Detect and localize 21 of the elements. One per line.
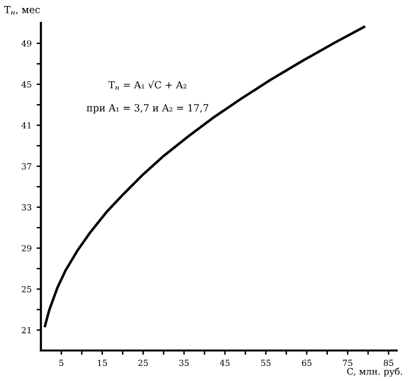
x-tick-label: 65 <box>302 360 312 366</box>
y-tick-label: 45 <box>22 81 32 88</box>
y-tick-label: 21 <box>22 327 31 334</box>
x-tick-label: 35 <box>179 360 189 366</box>
x-tick-label: 85 <box>384 360 394 366</box>
x-axis-title: C, млн. руб. <box>347 368 402 377</box>
y-tick-label: 33 <box>22 204 32 210</box>
x-tick-label: 75 <box>343 360 352 366</box>
x-tick-label: 15 <box>98 360 107 366</box>
x-tick-label: 25 <box>138 360 148 366</box>
x-tick-label: 45 <box>220 360 230 366</box>
annotation: T$_{н}$ = A₁ √C + A₂ <box>108 80 186 90</box>
y-tick-label: 49 <box>22 40 32 47</box>
annotation: при A₁ = 3,7 и A₂ = 17,7 <box>86 104 208 114</box>
y-tick-label: 29 <box>22 245 32 252</box>
y-tick-label: 25 <box>22 286 32 292</box>
y-axis-title: T$_{н}$, мес <box>4 6 40 15</box>
x-tick-label: 5 <box>59 360 64 366</box>
x-tick-label: 55 <box>261 360 271 366</box>
y-tick-label: 41 <box>22 122 31 128</box>
y-tick-label: 37 <box>22 163 32 170</box>
